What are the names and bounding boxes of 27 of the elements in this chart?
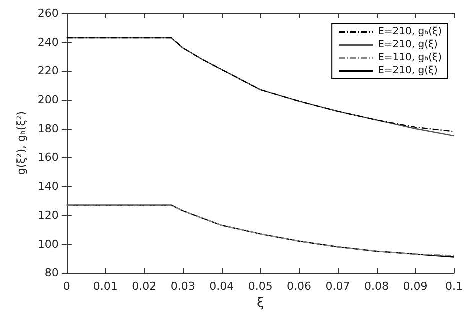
- y-tick-label: 140: [38, 180, 59, 194]
- x-tick-label: 0: [63, 280, 70, 294]
- x-tick-label: 0.1: [446, 280, 464, 294]
- x-axis-title: ξ: [256, 296, 264, 311]
- y-tick-label: 80: [44, 266, 59, 280]
- x-tick-label: 0.03: [170, 280, 196, 294]
- legend-label: E=210, g(ξ): [378, 66, 438, 76]
- legend-label: E=210, g(ξ): [378, 40, 438, 50]
- y-tick-label: 240: [38, 36, 59, 49]
- x-tick-label: 0.01: [93, 280, 118, 294]
- y-axis-title: g(ξ²), gₕ(ξ²): [15, 111, 28, 176]
- legend-label: E=110, gₕ(ξ): [378, 52, 442, 64]
- legend-label: E=210, gₕ(ξ): [378, 26, 442, 38]
- y-tick-label: 180: [38, 122, 59, 136]
- y-tick-label: 160: [38, 151, 59, 164]
- x-tick-label: 0.08: [364, 280, 390, 294]
- x-tick-label: 0.07: [326, 280, 350, 294]
- x-tick-label: 0.09: [403, 280, 428, 294]
- x-tick-label: 0.06: [287, 280, 312, 294]
- y-tick-label: 100: [38, 238, 59, 251]
- y-tick-label: 200: [38, 94, 59, 107]
- y-tick-label: 220: [38, 64, 59, 78]
- x-tick-label: 0.02: [132, 280, 157, 294]
- x-tick-label: 0.05: [248, 280, 273, 294]
- x-tick-label: 0.04: [210, 280, 234, 294]
- y-tick-label: 260: [38, 7, 59, 20]
- y-tick-label: 120: [38, 208, 59, 222]
